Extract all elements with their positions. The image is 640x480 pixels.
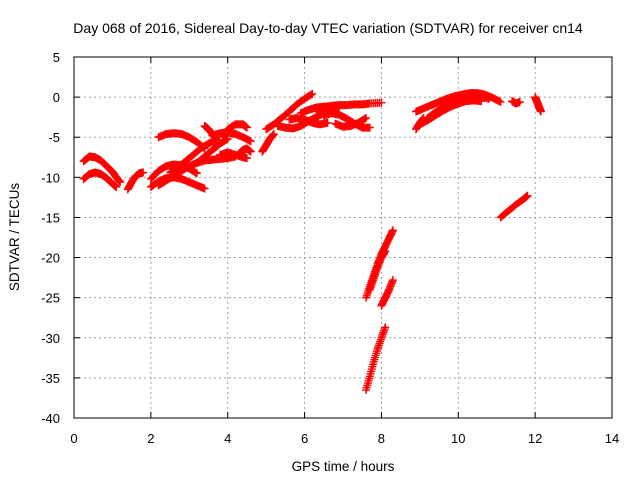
grid-lines [74,57,612,418]
data-point [485,94,494,103]
data-point [477,97,486,106]
data-point [192,169,201,178]
data-track [362,323,390,394]
data-point [246,147,255,156]
data-track [496,191,532,222]
data-point [200,184,209,193]
data-track [262,89,317,134]
data-point [469,95,478,104]
data-track [123,168,148,194]
x-tick-label: 12 [528,431,542,446]
x-tick-label: 10 [451,431,465,446]
data-point [323,118,332,127]
y-axis-label: SDTVAR / TECUs [7,183,22,292]
data-point [112,182,121,191]
data-track [438,94,478,108]
data-point [362,113,371,122]
data-point [536,107,545,116]
data-point [139,168,148,177]
data-point [360,114,369,123]
y-tick-label: -5 [48,130,60,145]
y-tick-label: -40 [41,411,60,426]
data-point [306,90,315,99]
data-point [523,191,532,200]
x-tick-label: 14 [605,431,619,446]
data-point [191,168,200,177]
data-point [242,123,251,132]
data-track [508,97,524,108]
y-tick-label: -20 [41,251,60,266]
x-tick-label: 6 [301,431,308,446]
data-track [377,276,397,310]
data-track [219,120,251,142]
data-point [388,276,397,285]
data-point [515,97,524,106]
data-point [212,134,221,143]
x-tick-label: 2 [147,431,154,446]
data-track [200,121,221,143]
y-tick-label: -10 [41,170,60,185]
chart-title: Day 068 of 2016, Sidereal Day-to-day VTE… [73,20,583,36]
axis-ticks: 0 2 4 6 8 10 12 14 5 0 -5 -10 -15 -20 -25 -30 -35 -40 [41,50,619,446]
data-point [496,97,505,106]
data-point [116,178,125,187]
data-track [235,144,255,158]
data-point [381,323,390,332]
x-tick-label: 0 [70,431,77,446]
y-tick-label: 5 [53,50,60,65]
plot-frame [73,56,613,419]
data-track [258,130,278,156]
data-track [312,98,386,114]
x-tick-label: 4 [224,431,231,446]
data-track [79,168,121,191]
y-tick-label: -35 [41,371,60,386]
data-point [242,154,251,163]
data-track [331,113,371,131]
data-point [381,247,390,256]
data-point [269,130,278,139]
data-point [365,123,374,132]
data-point [308,89,317,98]
y-tick-label: -30 [41,331,60,346]
data-point [377,98,386,107]
data-track [216,148,251,163]
y-tick-label: -25 [41,291,60,306]
data-track [285,113,332,129]
y-tick-label: -15 [41,210,60,225]
data-point [388,226,397,235]
data-point [246,137,255,146]
y-tick-label: 0 [53,90,60,105]
x-tick-label: 8 [378,431,385,446]
data-marks [79,89,545,394]
data-track [531,93,545,116]
x-axis-label: GPS time / hours [292,459,395,474]
data-track [79,152,125,187]
data-track [365,247,390,294]
